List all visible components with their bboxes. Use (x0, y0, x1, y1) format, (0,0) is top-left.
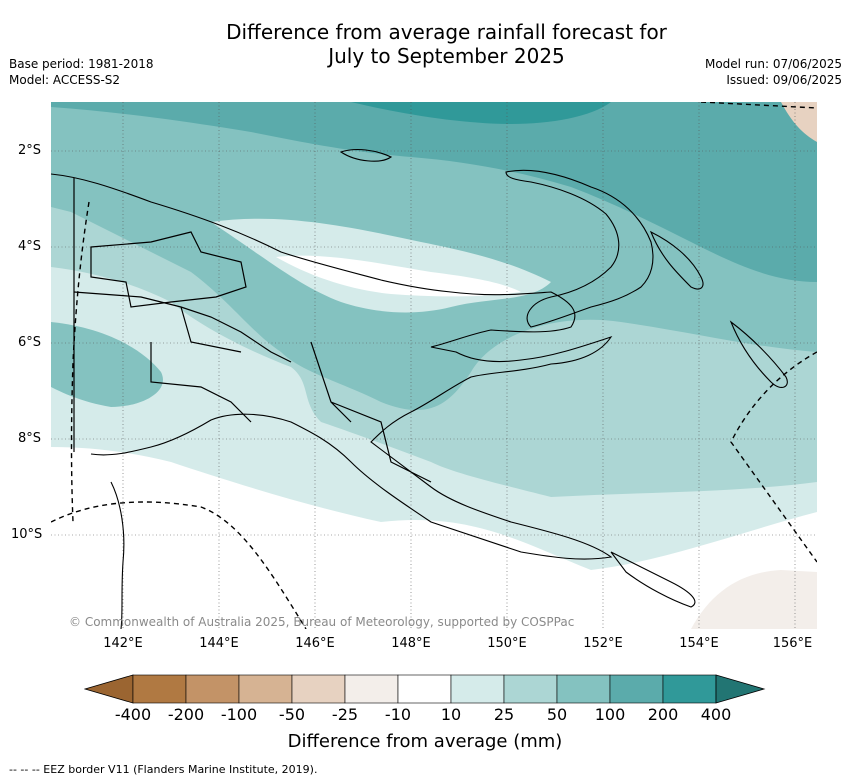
bougainville-coast (729, 320, 788, 388)
new-ireland-coast (649, 230, 704, 290)
colorbar-label: Difference from average (mm) (287, 731, 563, 752)
cb-tick-1: -400 (114, 705, 152, 724)
title-line-1: Difference from average rainfall forecas… (226, 20, 667, 44)
colorbar-box-2 (185, 674, 240, 704)
cb-tick-5: -25 (331, 705, 359, 724)
cb-tick-3: -100 (220, 705, 258, 724)
cb-tick-2: -200 (167, 705, 205, 724)
band-dry-se (691, 570, 817, 629)
lon-label-154: 154°E (679, 636, 719, 651)
lat-label-10s: 10°S (11, 527, 43, 542)
colorbar-box-6 (397, 674, 452, 704)
islands-se (610, 551, 696, 608)
cb-tick-6: -10 (384, 705, 412, 724)
lat-label-2s: 2°S (18, 143, 42, 158)
model-run: Model run: 07/06/2025 (704, 57, 842, 71)
colorbar-box-1 (132, 674, 187, 704)
coastlines (51, 148, 788, 629)
lat-label-8s: 8°S (18, 431, 42, 446)
borders (73, 178, 432, 483)
meta-left: Base period: 1981-2018 Model: ACCESS-S2 (9, 56, 154, 88)
model-name: Model: ACCESS-S2 (9, 73, 121, 87)
colorbar-box-10 (609, 674, 664, 704)
cb-tick-8: 25 (493, 705, 515, 724)
colorbar-box-4 (291, 674, 346, 704)
lat-label-4s: 4°S (18, 239, 42, 254)
new-guinea-coast (51, 173, 613, 560)
band-dry-ne (781, 102, 817, 142)
lon-label-152: 152°E (583, 636, 623, 651)
rainfall-map (51, 102, 817, 629)
colorbar-box-5 (344, 674, 399, 704)
australia-cape-york (110, 481, 125, 629)
base-period: Base period: 1981-2018 (9, 57, 154, 71)
copyright-text: © Commonwealth of Australia 2025, Bureau… (69, 615, 575, 629)
patch-white (276, 255, 521, 297)
lon-label-156: 156°E (772, 636, 813, 651)
cb-tick-7: 10 (440, 705, 462, 724)
patch-southwest (51, 322, 163, 407)
graticule (51, 102, 817, 629)
issued-date: Issued: 09/06/2025 (726, 73, 842, 87)
cb-tick-10: 100 (594, 705, 626, 724)
cb-tick-11: 200 (647, 705, 679, 724)
lon-label-142: 142°E (103, 636, 143, 651)
colorbar-box-3 (238, 674, 293, 704)
lon-label-144: 144°E (199, 636, 239, 651)
eez-borders (51, 102, 817, 629)
cb-tick-4: -50 (278, 705, 306, 724)
colorbar (84, 674, 766, 704)
cb-tick-12: 400 (700, 705, 732, 724)
new-britain-coast (505, 169, 654, 328)
map-title: Difference from average rainfall forecas… (0, 20, 850, 68)
lat-label-6s: 6°S (18, 335, 42, 350)
western-province-outline (90, 231, 247, 308)
lon-label-150: 150°E (487, 636, 527, 651)
colorbar-box-7 (450, 674, 505, 704)
band-200-400 (351, 102, 611, 124)
lon-label-146: 146°E (295, 636, 335, 651)
colorbar-extend-high (715, 674, 766, 704)
colorbar-box-11 (662, 674, 717, 704)
meta-right: Model run: 07/06/2025 Issued: 09/06/2025 (705, 56, 842, 88)
manus-coast (339, 148, 393, 162)
lon-label-148: 148°E (391, 636, 431, 651)
title-line-2: July to September 2025 (328, 44, 565, 68)
colorbar-box-9 (556, 674, 611, 704)
band-100-200 (51, 102, 817, 282)
eez-footer-note: -- -- -- EEZ border V11 (Flanders Marine… (9, 763, 318, 776)
colorbar-box-8 (503, 674, 558, 704)
cb-tick-9: 50 (546, 705, 568, 724)
province-lines (73, 291, 432, 483)
colorbar-extend-low (84, 674, 134, 704)
